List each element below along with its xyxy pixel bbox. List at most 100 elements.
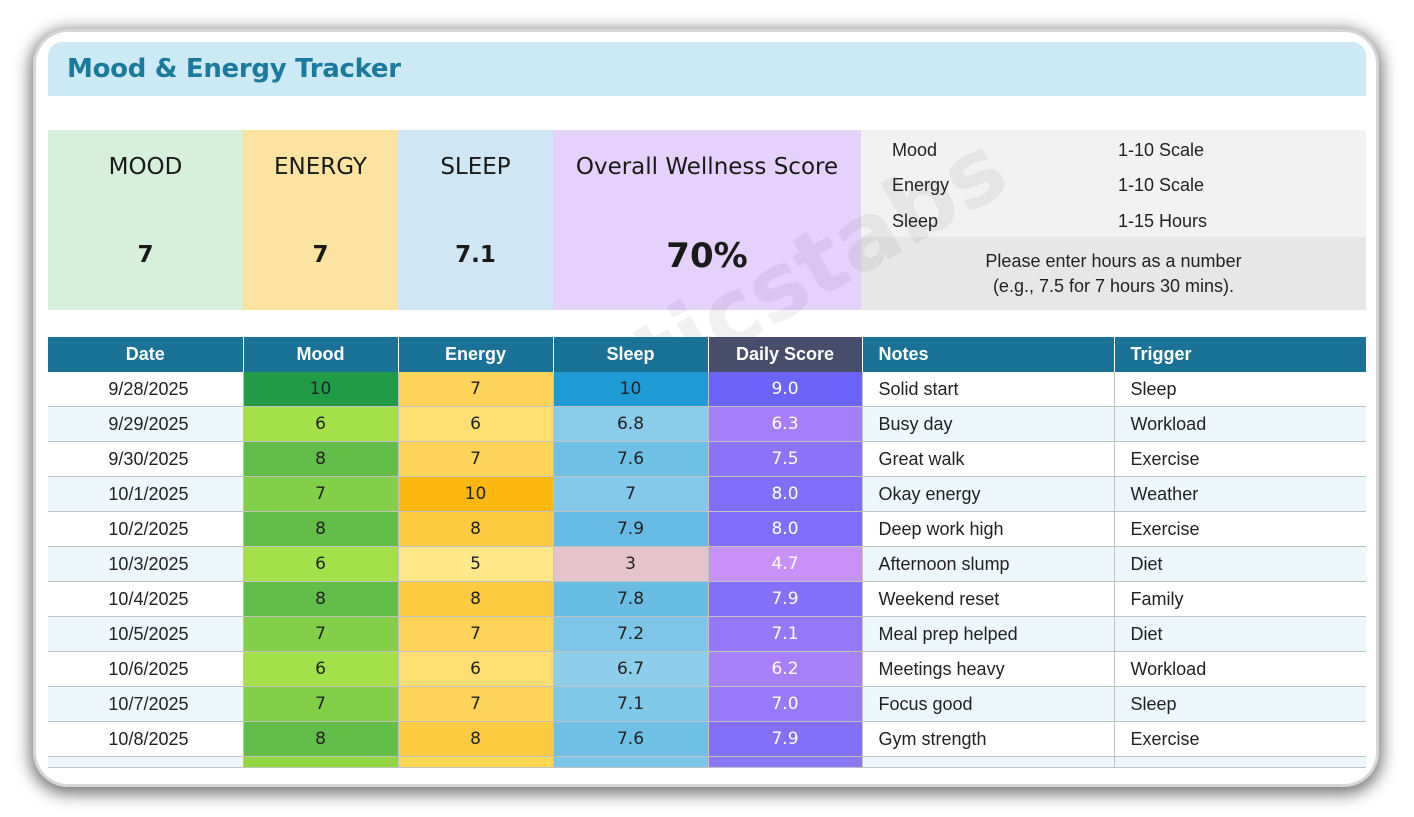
cell-energy[interactable]: 7 [398,441,554,477]
cell-date[interactable]: 10/2/2025 [48,511,244,547]
table-row: 10/3/2025 6 5 3 4.7 Afternoon slump Diet [48,546,1366,582]
cell-mood[interactable]: 10 [243,372,399,407]
cell-sleep[interactable]: 6.8 [553,406,709,442]
cell-energy[interactable]: 7 [398,372,554,407]
note-line-1: Please enter hours as a number [985,251,1242,271]
cell-notes[interactable]: Busy day [862,406,1115,442]
cell-trigger[interactable] [1114,756,1366,768]
cell-trigger[interactable]: Exercise [1114,441,1366,477]
cell-mood[interactable]: 6 [243,406,399,442]
cell-daily-score: 7.1 [708,616,863,652]
cell-date[interactable]: 9/29/2025 [48,406,244,442]
kpi-sleep-label: SLEEP [440,154,511,180]
cell-sleep[interactable] [553,756,709,768]
header-date[interactable]: Date [48,337,244,372]
header-sleep[interactable]: Sleep [553,337,709,372]
cell-mood[interactable]: 7 [243,476,399,512]
cell-trigger[interactable]: Exercise [1114,511,1366,547]
cell-notes[interactable]: Solid start [862,372,1115,407]
header-trigger[interactable]: Trigger [1114,337,1366,372]
cell-notes[interactable]: Okay energy [862,476,1115,512]
cell-mood[interactable]: 7 [243,616,399,652]
cell-energy[interactable]: 6 [398,406,554,442]
cell-trigger[interactable]: Weather [1114,476,1366,512]
header-energy[interactable]: Energy [398,337,554,372]
cell-daily-score: 6.2 [708,651,863,687]
cell-sleep[interactable]: 7.6 [553,441,709,477]
cell-date[interactable]: 10/3/2025 [48,546,244,582]
cell-energy[interactable]: 7 [398,616,554,652]
cell-notes[interactable]: Deep work high [862,511,1115,547]
cell-date[interactable] [48,756,244,768]
legend-name: Mood [892,140,938,160]
cell-date[interactable]: 9/28/2025 [48,372,244,407]
cell-date[interactable]: 10/5/2025 [48,616,244,652]
cell-energy[interactable]: 8 [398,721,554,757]
header-mood[interactable]: Mood [243,337,399,372]
kpi-wellness-card: Overall Wellness Score 70% [553,130,861,310]
cell-notes[interactable]: Weekend reset [862,581,1115,617]
legend-scale: 1-15 Hours [1118,211,1208,231]
cell-mood[interactable]: 8 [243,441,399,477]
cell-sleep[interactable]: 10 [553,372,709,407]
cell-energy[interactable]: 6 [398,651,554,687]
cell-trigger[interactable]: Exercise [1114,721,1366,757]
cell-daily-score [708,756,863,768]
tracker-table-container[interactable]: Date Mood Energy Sleep Daily Score Notes… [48,337,1366,774]
cell-mood[interactable]: 6 [243,546,399,582]
legend-scale: 1-10 Scale [1118,140,1205,160]
cell-sleep[interactable]: 7.1 [553,686,709,722]
cell-notes[interactable]: Afternoon slump [862,546,1115,582]
cell-mood[interactable]: 8 [243,511,399,547]
cell-date[interactable]: 10/1/2025 [48,476,244,512]
cell-date[interactable]: 10/7/2025 [48,686,244,722]
note-line-2: (e.g., 7.5 for 7 hours 30 mins). [992,276,1235,296]
table-row: 10/4/2025 8 8 7.8 7.9 Weekend reset Family [48,581,1366,617]
cell-mood[interactable]: 8 [243,721,399,757]
cell-energy[interactable] [398,756,554,768]
cell-energy[interactable]: 5 [398,546,554,582]
cell-daily-score: 7.9 [708,581,863,617]
cell-mood[interactable]: 8 [243,581,399,617]
cell-energy[interactable]: 8 [398,511,554,547]
cell-daily-score: 7.5 [708,441,863,477]
cell-trigger[interactable]: Sleep [1114,686,1366,722]
cell-date[interactable]: 10/4/2025 [48,581,244,617]
table-row: 10/7/2025 7 7 7.1 7.0 Focus good Sleep [48,686,1366,722]
kpi-energy-card: ENERGY 7 [243,130,398,310]
cell-energy[interactable]: 7 [398,686,554,722]
cell-mood[interactable]: 7 [243,686,399,722]
cell-notes[interactable] [862,756,1115,768]
cell-notes[interactable]: Gym strength [862,721,1115,757]
cell-date[interactable]: 10/6/2025 [48,651,244,687]
cell-notes[interactable]: Meetings heavy [862,651,1115,687]
cell-trigger[interactable]: Family [1114,581,1366,617]
cell-trigger[interactable]: Workload [1114,651,1366,687]
cell-date[interactable]: 10/8/2025 [48,721,244,757]
cell-trigger[interactable]: Workload [1114,406,1366,442]
cell-notes[interactable]: Focus good [862,686,1115,722]
cell-trigger[interactable]: Diet [1114,616,1366,652]
cell-notes[interactable]: Meal prep helped [862,616,1115,652]
cell-mood[interactable]: 6 [243,651,399,687]
table-row: 9/30/2025 8 7 7.6 7.5 Great walk Exercise [48,441,1366,477]
kpi-mood-label: MOOD [108,154,183,180]
cell-mood[interactable] [243,756,399,768]
cell-sleep[interactable]: 7 [553,476,709,512]
cell-notes[interactable]: Great walk [862,441,1115,477]
cell-sleep[interactable]: 7.6 [553,721,709,757]
header-daily-score[interactable]: Daily Score [708,337,863,372]
cell-date[interactable]: 9/30/2025 [48,441,244,477]
kpi-sleep-card: SLEEP 7.1 [398,130,553,310]
cell-trigger[interactable]: Sleep [1114,372,1366,407]
cell-energy[interactable]: 8 [398,581,554,617]
cell-sleep[interactable]: 7.8 [553,581,709,617]
cell-sleep[interactable]: 7.2 [553,616,709,652]
table-row: 9/28/2025 10 7 10 9.0 Solid start Sleep [48,372,1366,407]
cell-sleep[interactable]: 6.7 [553,651,709,687]
cell-trigger[interactable]: Diet [1114,546,1366,582]
cell-sleep[interactable]: 7.9 [553,511,709,547]
cell-energy[interactable]: 10 [398,476,554,512]
cell-sleep[interactable]: 3 [553,546,709,582]
header-notes[interactable]: Notes [862,337,1115,372]
